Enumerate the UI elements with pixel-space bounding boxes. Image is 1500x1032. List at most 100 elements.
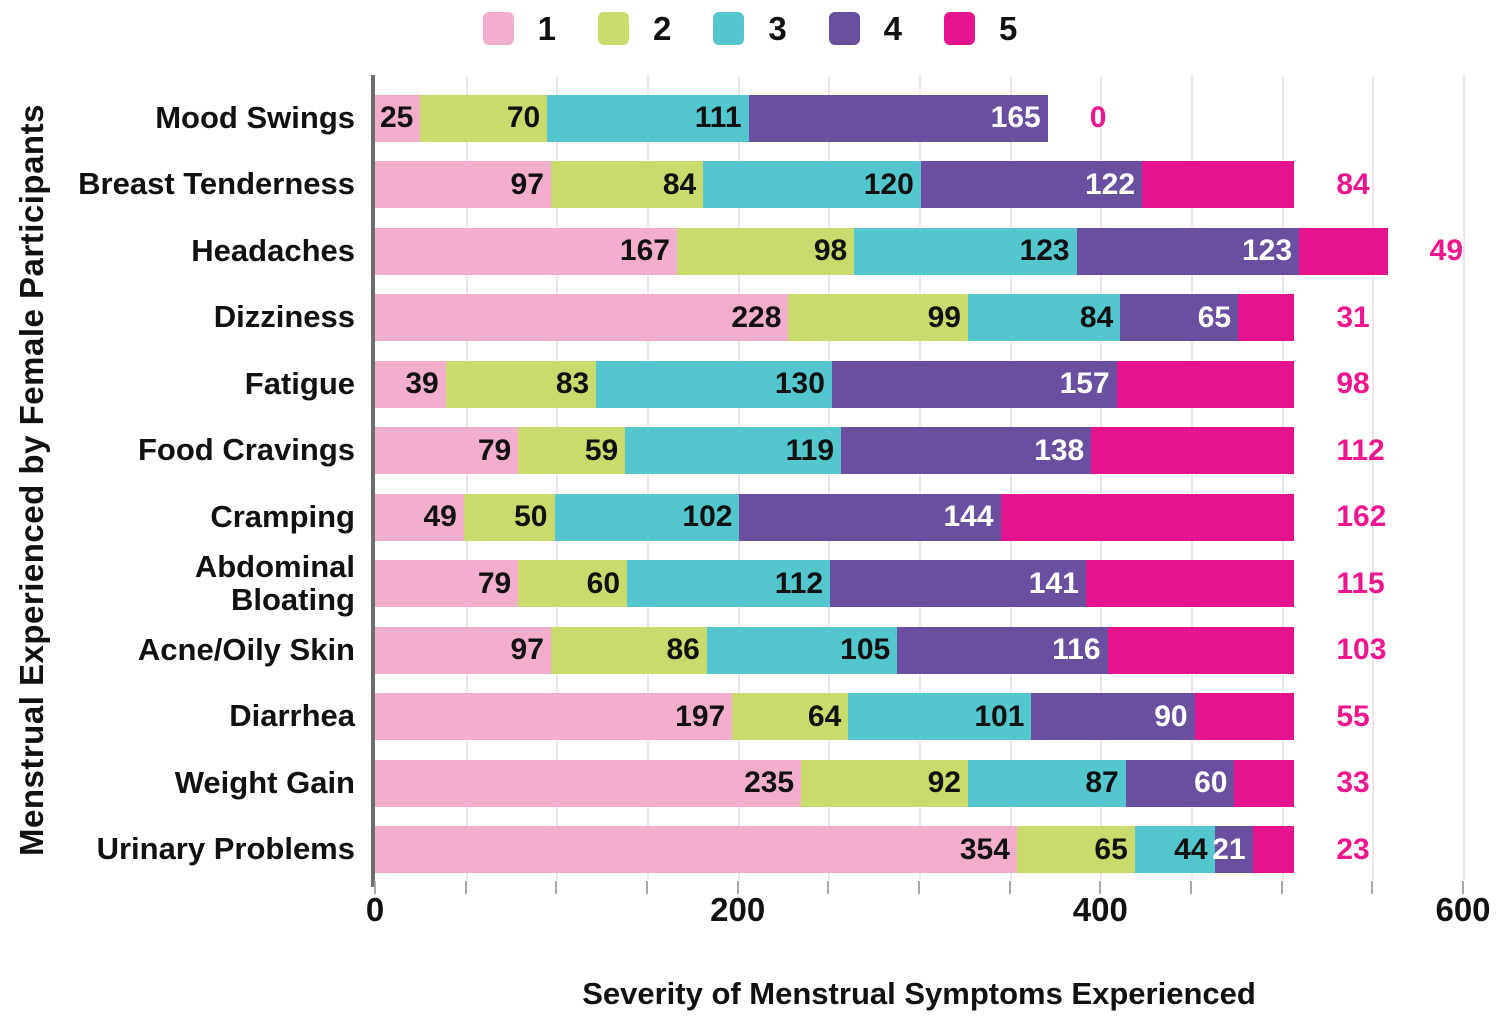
category-label: Weight Gain (174, 764, 355, 800)
gridline (737, 75, 740, 880)
segment-value-label: 50 (514, 500, 548, 534)
bar-segment-sev4: 138 (841, 427, 1092, 475)
segment-value-label: 98 (813, 234, 848, 268)
stacked-bar: 79 60 112 141 115 (375, 560, 1463, 608)
outside-value-label: 98 (1336, 367, 1370, 401)
bar-segment-sev2: 92 (801, 759, 968, 807)
bar-segment-sev3: 105 (706, 626, 898, 674)
stacked-bar: 354 65 44 21 23 (375, 826, 1463, 874)
bar-segment-sev4: 21 (1212, 826, 1253, 874)
bar-segment-sev3: 123 (854, 227, 1077, 275)
legend-item-2: 2 (597, 11, 671, 45)
category-label: Food Cravings (137, 432, 355, 468)
bar-segment-sev4: 141 (830, 560, 1086, 608)
legend: 1 2 3 4 5 (0, 2, 1500, 54)
bar-segment-sev1: 25 (375, 94, 421, 142)
legend-item-1: 1 (482, 9, 556, 47)
bar-segment-sev1: 354 (375, 826, 1017, 874)
bar-segment-sev3: 112 (627, 560, 831, 608)
bar-row: 39 83 130 157 98 (375, 351, 1463, 418)
bar-segment-sev1: 49 (375, 493, 464, 541)
bar-segment-sev5 (1234, 759, 1295, 807)
category-label: Abdominal Bloating (194, 549, 355, 617)
x-tick-mark (736, 881, 739, 894)
gridline (1009, 75, 1012, 880)
outside-value-label: 112 (1336, 433, 1385, 467)
category-label: Diarrhea (229, 698, 355, 734)
stacked-bar: 97 86 105 116 103 (375, 626, 1463, 674)
segment-value-label: 83 (555, 367, 590, 401)
legend-label: 5 (999, 9, 1018, 47)
outside-value-label: 23 (1336, 832, 1370, 866)
bar-segment-sev2: 50 (463, 493, 555, 541)
category-labels: Mood Swings Breast Tenderness Headaches Diz… (58, 85, 365, 883)
plot-area: 25 70 111 165 0 97 84 120 122 84 167 98 123 123 49 228 9… (371, 75, 1465, 894)
x-tick-mark (1280, 881, 1283, 894)
gridline (919, 75, 921, 880)
gridline (828, 75, 831, 880)
stacked-bar: 167 98 123 123 49 (375, 227, 1464, 275)
bar-segment-sev5 (1252, 826, 1295, 874)
legend-swatch-4 (828, 11, 860, 45)
segment-value-label: 70 (506, 101, 541, 135)
category-label: Acne/Oily Skin (137, 631, 355, 667)
outside-value-label: 115 (1336, 566, 1385, 600)
bar-segment-sev1: 167 (375, 227, 677, 275)
x-axis-title: Severity of Menstrual Symptoms Experienc… (582, 976, 1256, 1011)
segment-value-label: 39 (405, 367, 439, 401)
stacked-bar: 79 59 119 138 112 (375, 427, 1463, 475)
segment-value-label: 102 (682, 500, 733, 534)
bar-segment-sev4: 60 (1125, 759, 1235, 807)
bar-row: 97 86 105 116 103 (375, 617, 1463, 684)
bar-rows: 25 70 111 165 0 97 84 120 122 84 167 98 123 123 49 228 9… (375, 85, 1463, 883)
bar-segment-sev5 (1000, 493, 1295, 541)
gridline (647, 75, 649, 880)
segment-value-label: 65 (1094, 832, 1128, 866)
bar-segment-sev1: 79 (375, 427, 519, 475)
segment-value-label: 141 (1028, 566, 1079, 600)
stacked-bar: 228 99 84 65 31 (375, 294, 1463, 342)
bar-row: 235 92 87 60 33 (375, 750, 1463, 817)
x-tick-mark (464, 881, 467, 894)
gridline (556, 75, 559, 880)
bar-segment-sev4: 90 (1031, 693, 1195, 741)
x-tick-mark (646, 881, 648, 894)
outside-value-label: 84 (1336, 167, 1370, 201)
segment-value-label: 123 (1241, 234, 1293, 268)
legend-label: 1 (537, 9, 556, 47)
stacked-bar: 25 70 111 165 0 (375, 94, 1463, 142)
segment-value-label: 123 (1019, 234, 1070, 268)
category-label: Mood Swings (155, 99, 355, 135)
bar-segment-sev2: 99 (788, 294, 968, 342)
bar-segment-sev2: 86 (550, 626, 707, 674)
segment-value-label: 92 (927, 766, 961, 800)
segment-value-label: 197 (675, 699, 726, 733)
segment-value-label: 138 (1034, 433, 1085, 467)
outside-value-label: 49 (1429, 234, 1464, 268)
bar-row: 228 99 84 65 31 (375, 285, 1463, 352)
bar-row: 354 65 44 21 23 (375, 817, 1463, 884)
segment-value-label: 86 (666, 633, 700, 667)
segment-value-label: 60 (586, 566, 621, 600)
segment-value-label: 79 (477, 566, 512, 600)
segment-value-label: 21 (1212, 832, 1246, 866)
bar-segment-sev3: 101 (848, 693, 1032, 741)
segment-value-label: 59 (584, 433, 619, 467)
outside-value-label: 55 (1336, 699, 1370, 733)
segment-value-label: 60 (1194, 766, 1228, 800)
outside-value-label: 33 (1336, 766, 1370, 800)
segment-value-label: 101 (974, 699, 1025, 733)
bar-segment-sev4: 65 (1120, 294, 1239, 342)
segment-value-label: 97 (510, 633, 544, 667)
x-tick-label: 600 (1435, 891, 1491, 928)
segment-value-label: 84 (662, 167, 697, 201)
category-label: Fatigue (244, 365, 355, 401)
y-axis-title: Menstrual Experienced by Female Particip… (13, 104, 50, 856)
x-tick-labels: 0 200 400 600 (366, 893, 1491, 933)
segment-value-label: 84 (1079, 300, 1114, 334)
bar-segment-sev2: 65 (1016, 826, 1135, 874)
bar-segment-sev4: 122 (920, 161, 1143, 209)
bar-segment-sev4: 144 (739, 493, 1001, 541)
bar-segment-sev2: 60 (518, 560, 628, 608)
x-tick-mark (1008, 881, 1011, 894)
